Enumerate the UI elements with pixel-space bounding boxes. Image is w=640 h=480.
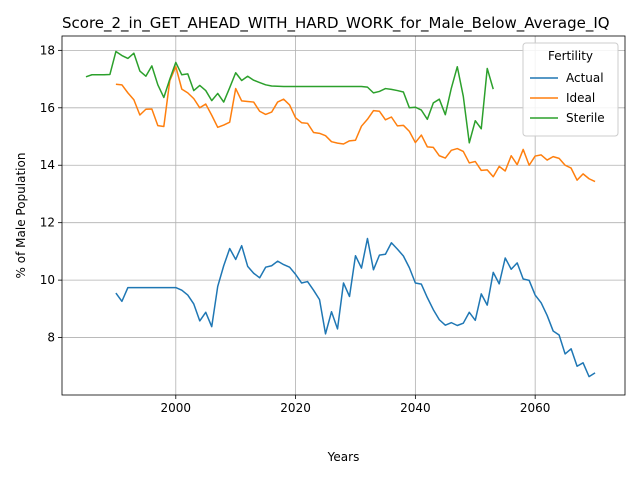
x-tick-label: 2060 xyxy=(520,401,551,415)
legend-label-sterile: Sterile xyxy=(566,111,605,125)
legend-box xyxy=(522,42,619,137)
y-tick-label: 18 xyxy=(40,43,55,57)
series-line-ideal xyxy=(115,65,596,183)
y-tick-label: 10 xyxy=(40,273,55,287)
legend-label-actual: Actual xyxy=(566,71,604,85)
y-axis-label: % of Male Population xyxy=(14,153,28,279)
y-tick-label: 14 xyxy=(40,158,55,172)
x-axis-label: Years xyxy=(327,450,360,464)
x-tick-label: 2020 xyxy=(280,401,311,415)
chart-title: Score_2_in_GET_AHEAD_WITH_HARD_WORK_for_… xyxy=(62,14,610,33)
y-tick-label: 8 xyxy=(47,331,55,345)
series-line-sterile xyxy=(85,50,494,144)
x-axis-ticks: 2000 2020 2040 2060 xyxy=(161,395,551,415)
y-tick-label: 16 xyxy=(40,101,55,115)
x-tick-label: 2000 xyxy=(161,401,192,415)
y-tick-label: 12 xyxy=(40,216,55,230)
series-line-actual xyxy=(115,237,596,378)
legend: Fertility Actual Ideal Sterile xyxy=(522,42,619,137)
x-tick-label: 2040 xyxy=(400,401,431,415)
plot-frame xyxy=(61,35,626,396)
y-axis-ticks: 8 10 12 14 16 18 xyxy=(40,43,62,345)
legend-label-ideal: Ideal xyxy=(566,91,595,105)
series-layer xyxy=(85,50,596,378)
legend-entries: Actual Ideal Sterile xyxy=(530,71,605,125)
legend-title: Fertility xyxy=(548,49,593,63)
